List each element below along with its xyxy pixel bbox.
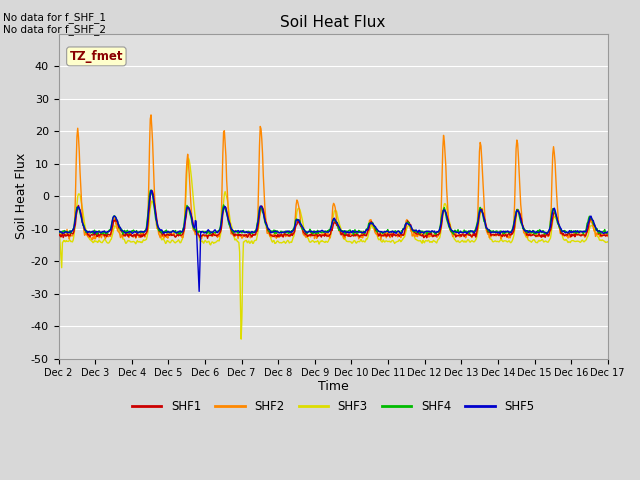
Legend: SHF1, SHF2, SHF3, SHF4, SHF5: SHF1, SHF2, SHF3, SHF4, SHF5 [127,395,539,418]
Text: TZ_fmet: TZ_fmet [70,50,123,63]
Title: Soil Heat Flux: Soil Heat Flux [280,15,386,30]
Text: No data for f_SHF_1: No data for f_SHF_1 [3,12,106,23]
Text: No data for f_SHF_2: No data for f_SHF_2 [3,24,106,35]
X-axis label: Time: Time [318,380,349,393]
Y-axis label: Soil Heat Flux: Soil Heat Flux [15,153,28,240]
